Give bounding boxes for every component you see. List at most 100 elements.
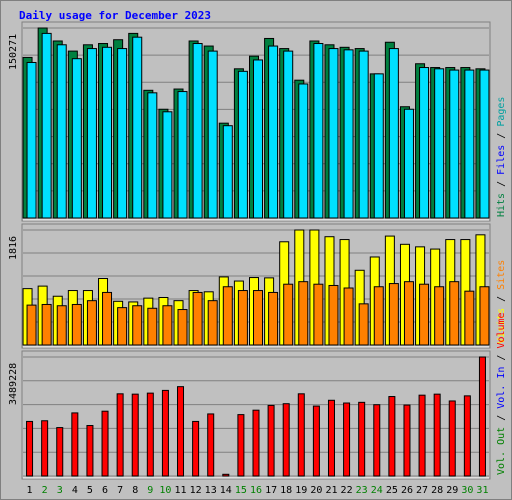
- bar-files-day-26: [403, 108, 414, 219]
- legend-separator: /: [496, 127, 507, 145]
- bar-files-day-15: [237, 70, 248, 219]
- x-tick-day-8: 8: [132, 485, 138, 496]
- bar-files-day-8: [132, 36, 143, 219]
- bar-volume-day-4: [71, 412, 79, 477]
- legend-entry-visits: Visits: [496, 308, 507, 344]
- x-tick-day-27: 27: [416, 485, 428, 496]
- bar-files-day-12: [192, 43, 203, 219]
- bar-sites-day-16: [253, 290, 263, 346]
- bar-sites-day-3: [56, 305, 67, 346]
- x-tick-day-1: 1: [27, 485, 33, 496]
- x-tick-day-10: 10: [159, 485, 171, 496]
- bar-volume-day-9: [146, 392, 154, 477]
- x-tick-day-24: 24: [371, 485, 383, 496]
- bar-files-day-23: [358, 50, 369, 219]
- bar-sites-day-14: [222, 286, 233, 346]
- x-tick-day-31: 31: [476, 485, 488, 496]
- x-tick-day-28: 28: [431, 485, 443, 496]
- x-tick-day-7: 7: [117, 485, 123, 496]
- bar-files-day-1: [26, 61, 37, 219]
- bar-volume-day-23: [358, 401, 366, 477]
- bar-volume-day-26: [403, 404, 411, 477]
- bar-volume-day-7: [116, 393, 124, 477]
- bar-sites-day-15: [237, 290, 248, 346]
- bar-files-day-2: [41, 32, 52, 219]
- x-tick-day-20: 20: [310, 485, 322, 496]
- bar-volume-day-31: [478, 356, 486, 477]
- bar-files-day-5: [86, 48, 97, 219]
- x-tick-day-6: 6: [102, 485, 108, 496]
- x-tick-day-26: 26: [401, 485, 413, 496]
- bar-files-day-11: [177, 91, 188, 219]
- bar-files-day-14: [222, 125, 233, 219]
- legend-entry-vol-out: Vol. Out: [496, 427, 507, 475]
- bar-files-day-22: [343, 49, 354, 219]
- bar-files-day-21: [328, 48, 339, 219]
- legend-entry-vol-in: Vol. In: [496, 367, 507, 409]
- bar-volume-day-16: [252, 409, 260, 477]
- bar-files-day-4: [71, 58, 82, 219]
- bar-files-day-24: [373, 73, 384, 219]
- y-max-label: 3489228: [8, 363, 19, 405]
- y-max-label: 1816: [8, 236, 19, 260]
- bar-volume-day-8: [131, 393, 139, 477]
- x-tick-day-19: 19: [295, 485, 307, 496]
- bar-files-day-31: [479, 69, 490, 219]
- bar-volume-day-12: [192, 420, 200, 477]
- bar-files-day-3: [56, 44, 67, 219]
- bar-volume-day-21: [327, 399, 335, 477]
- legend-separator: /: [496, 409, 507, 427]
- bar-volume-day-30: [463, 395, 471, 477]
- bar-files-day-16: [253, 59, 263, 219]
- bar-sites-day-17: [268, 291, 279, 346]
- bar-files-day-7: [117, 48, 128, 219]
- bar-files-day-20: [313, 43, 324, 219]
- legend-panel-2: Visits / Sites: [496, 260, 507, 344]
- x-tick-day-23: 23: [356, 485, 368, 496]
- bar-files-day-29: [449, 69, 460, 219]
- bar-sites-day-29: [449, 281, 460, 346]
- bar-sites-day-1: [26, 304, 37, 346]
- x-tick-day-21: 21: [325, 485, 337, 496]
- bar-sites-day-30: [464, 290, 475, 346]
- x-tick-day-13: 13: [205, 485, 217, 496]
- bar-files-day-18: [283, 50, 294, 219]
- bar-sites-day-7: [117, 307, 128, 346]
- panel-border-3: [21, 350, 491, 480]
- bar-sites-day-22: [343, 287, 354, 346]
- bar-sites-day-19: [298, 281, 309, 346]
- legend-entry-pages: Pages: [496, 97, 507, 127]
- bar-sites-day-31: [479, 286, 490, 346]
- bar-files-day-25: [388, 48, 399, 219]
- bar-files-day-6: [102, 46, 113, 219]
- x-tick-day-17: 17: [265, 485, 277, 496]
- bar-sites-day-10: [162, 305, 173, 346]
- bar-files-day-13: [207, 50, 218, 219]
- x-tick-day-11: 11: [174, 485, 186, 496]
- bar-volume-day-22: [343, 402, 351, 477]
- bar-sites-day-9: [147, 307, 158, 346]
- x-tick-day-2: 2: [42, 485, 48, 496]
- bar-files-day-9: [147, 92, 158, 219]
- x-tick-day-18: 18: [280, 485, 292, 496]
- bar-sites-day-5: [86, 300, 97, 346]
- bar-volume-day-15: [237, 414, 245, 477]
- bar-volume-day-18: [282, 403, 290, 477]
- legend-separator: /: [496, 349, 507, 367]
- legend-entry-files: Files: [496, 145, 507, 175]
- bar-sites-day-27: [419, 283, 430, 346]
- bar-volume-day-3: [56, 427, 64, 477]
- bar-volume-day-6: [101, 410, 109, 477]
- bar-files-day-30: [464, 69, 475, 219]
- y-max-label: 150271: [8, 34, 19, 70]
- legend-entry-sites: Sites: [496, 260, 507, 290]
- bar-files-day-27: [419, 67, 430, 219]
- bar-sites-day-28: [434, 286, 445, 346]
- bar-sites-day-2: [41, 303, 52, 346]
- legend-separator: /: [496, 290, 507, 308]
- bar-volume-day-29: [448, 400, 456, 477]
- x-tick-day-22: 22: [341, 485, 353, 496]
- legend-panel-1: Hits / Files / Pages: [496, 97, 507, 217]
- legend-separator: /: [496, 175, 507, 193]
